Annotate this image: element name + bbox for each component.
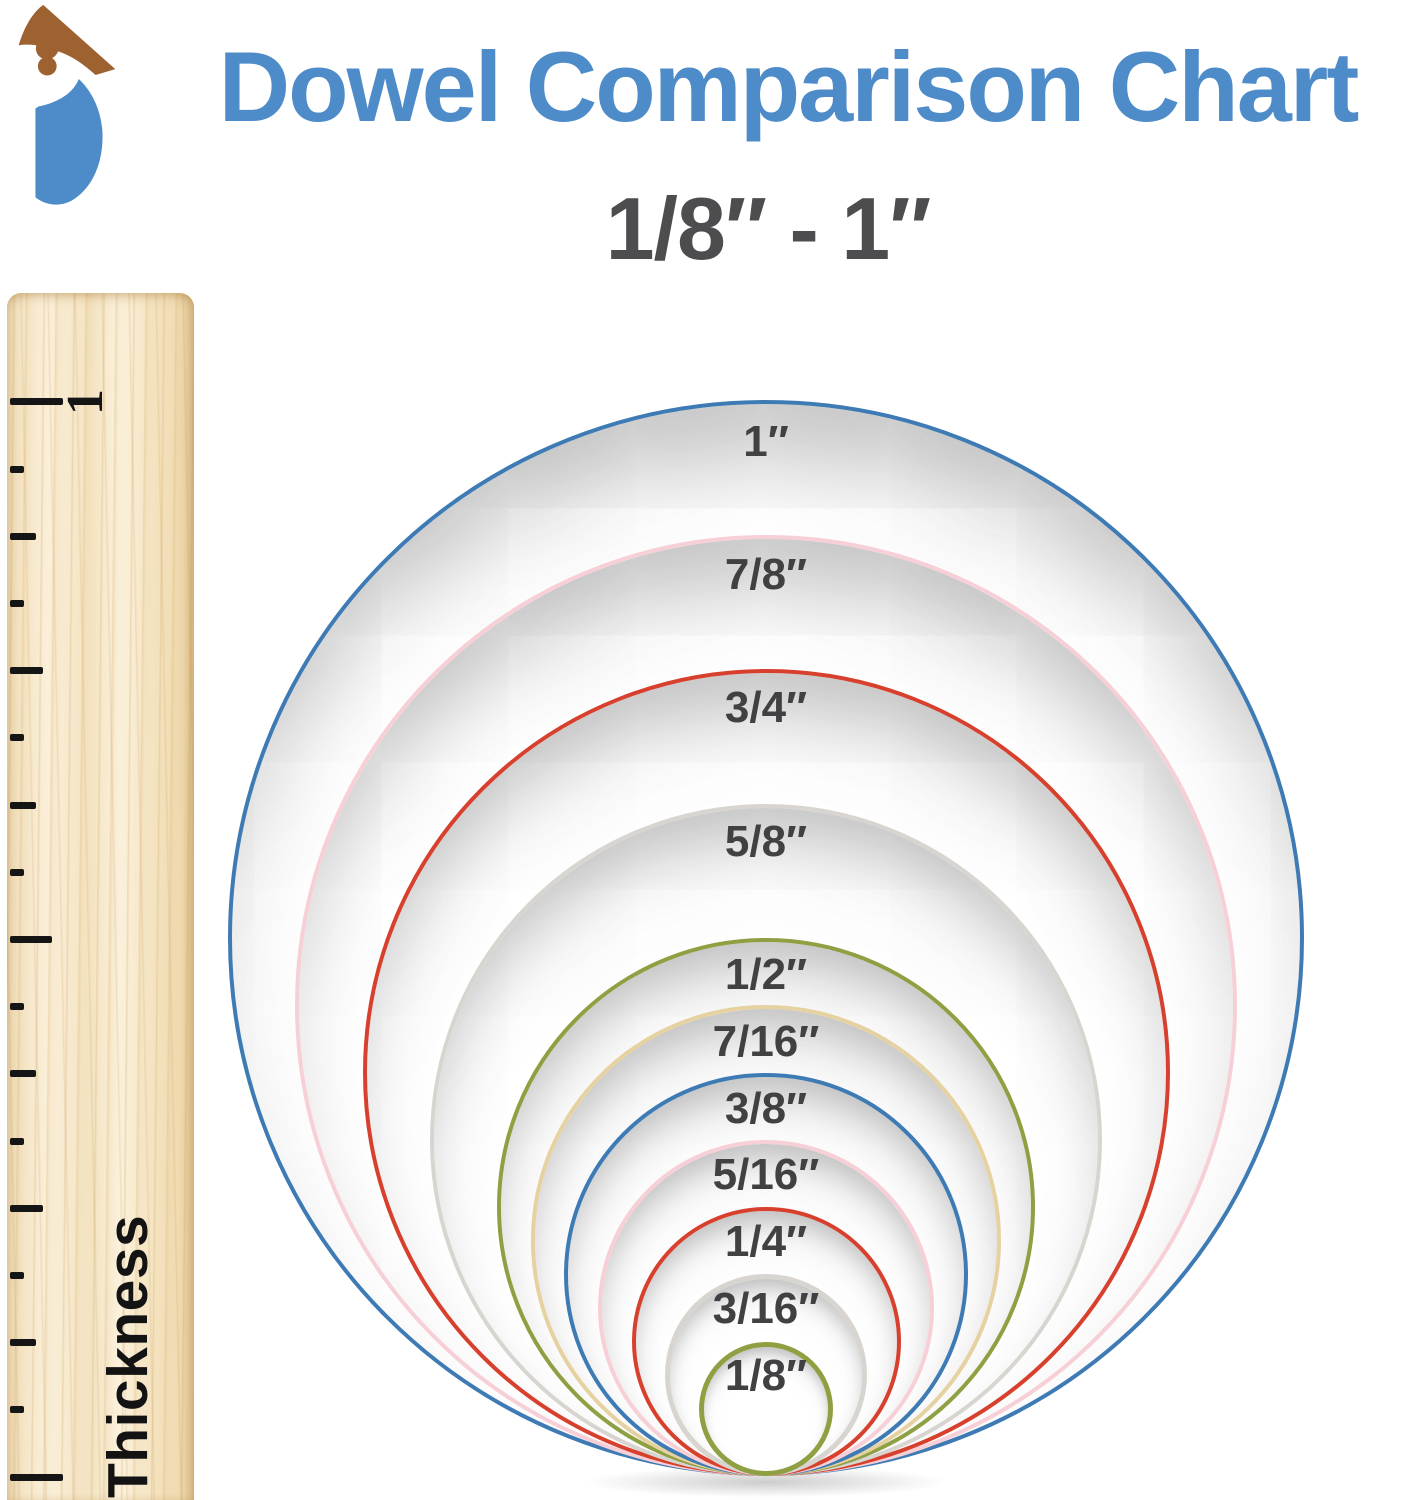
dowel-size-label-2: 3/4″	[724, 683, 808, 733]
dowel-size-label-8: 1/4″	[724, 1217, 808, 1267]
dowel-size-label-7: 5/16″	[712, 1150, 820, 1200]
dowel-circle-10	[698, 1341, 834, 1476]
dowel-size-label-0: 1″	[743, 416, 789, 466]
ruler-tick	[10, 465, 24, 473]
ruler-tick	[10, 734, 24, 742]
ruler-tick	[10, 532, 36, 540]
page-title: Dowel Comparison Chart	[218, 31, 1360, 142]
woodpecker-logo	[18, 4, 116, 205]
ruler-tick	[10, 935, 52, 943]
ruler-tick	[10, 801, 36, 809]
logo-body-shape	[35, 78, 103, 205]
ruler-tick	[10, 1271, 24, 1279]
ruler-tick	[10, 1406, 24, 1414]
ruler-tick	[10, 398, 63, 406]
page-subtitle: 1/8″ - 1″	[605, 179, 932, 278]
dowel-size-label-1: 7/8″	[724, 550, 808, 600]
ruler-tick	[10, 1003, 24, 1011]
dowel-size-label-3: 5/8″	[724, 816, 808, 866]
ruler-tick	[10, 868, 24, 876]
ruler-tick	[10, 1204, 43, 1212]
logo-eye	[37, 56, 57, 76]
ruler-tick	[10, 1070, 36, 1078]
dowel-size-label-5: 7/16″	[712, 1017, 820, 1067]
ruler: 1 Diameter / Thickness	[7, 293, 194, 1500]
ruler-tick	[10, 1339, 36, 1347]
ruler-tick	[10, 1137, 24, 1145]
dowel-size-label-6: 3/8″	[724, 1083, 808, 1133]
ruler-tick	[10, 667, 43, 675]
dowel-size-label-4: 1/2″	[724, 950, 808, 1000]
ruler-tick	[10, 1473, 63, 1481]
dowel-size-label-9: 3/16″	[712, 1283, 820, 1333]
dowel-size-label-10: 1/8″	[724, 1350, 808, 1400]
ruler-tick	[10, 599, 24, 607]
logo-roof-beak-shape	[18, 4, 116, 75]
